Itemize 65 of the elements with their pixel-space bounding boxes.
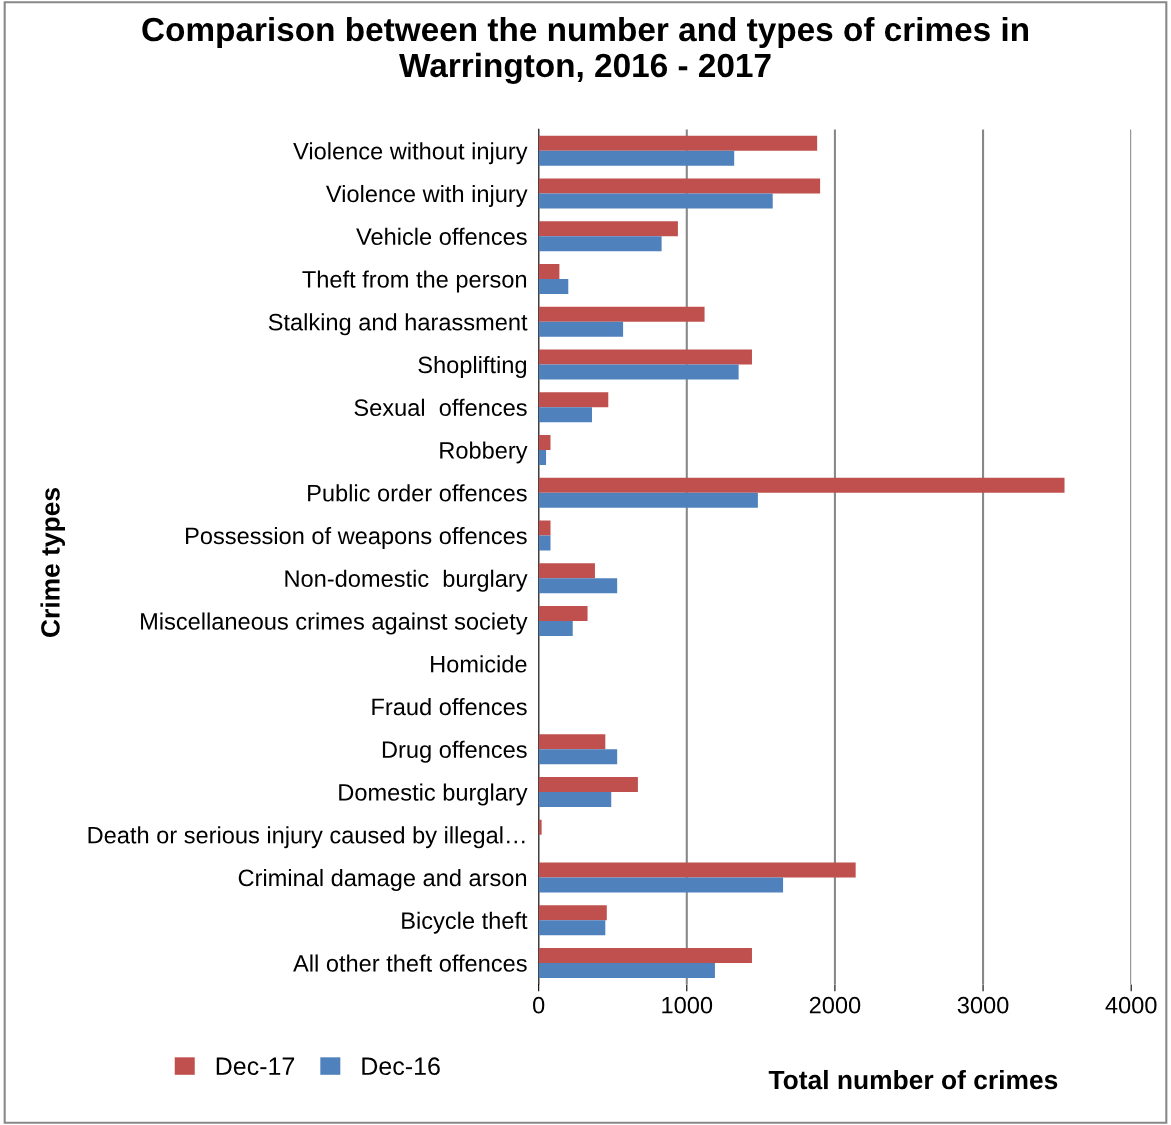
y-tick-label: Death or serious injury caused by illegal… bbox=[88, 826, 525, 849]
bar bbox=[538, 905, 607, 921]
legend-label: Dec-16 bbox=[362, 1057, 440, 1076]
bar bbox=[538, 492, 758, 508]
x-tick-label: 4000 bbox=[1105, 996, 1157, 1014]
y-tick-label: Bicycle theft bbox=[402, 911, 528, 934]
x-tick-label: 1000 bbox=[662, 996, 713, 1014]
y-tick-label: Criminal damage and arson bbox=[238, 868, 527, 891]
bar bbox=[538, 621, 573, 636]
bar bbox=[538, 321, 624, 337]
y-tick-label: Possession of weapons offences bbox=[186, 526, 527, 549]
bar bbox=[538, 606, 588, 621]
y-tick-label: Domestic burglary bbox=[339, 783, 528, 806]
y-tick-label: Miscellaneous crimes against society bbox=[141, 612, 528, 635]
bar bbox=[538, 236, 662, 252]
x-axis-title: Total number of crimes bbox=[768, 1069, 1058, 1090]
bar bbox=[538, 435, 551, 450]
bar bbox=[538, 920, 606, 936]
y-axis-title: Crime types bbox=[40, 488, 65, 637]
bar bbox=[538, 792, 612, 807]
bar bbox=[538, 563, 595, 579]
bar bbox=[538, 264, 560, 279]
legend-label: Dec-17 bbox=[216, 1057, 295, 1076]
bar bbox=[538, 734, 606, 750]
y-tick-label: Theft from the person bbox=[302, 270, 527, 293]
y-tick-label: Fraud offences bbox=[372, 697, 527, 716]
bar bbox=[538, 135, 818, 151]
bar bbox=[538, 535, 551, 551]
y-tick-label: Vehicle offences bbox=[356, 227, 527, 246]
y-tick-label: Robbery bbox=[440, 441, 528, 464]
x-tick-label: 0 bbox=[533, 996, 545, 1014]
bar bbox=[538, 963, 715, 978]
bar bbox=[538, 749, 618, 765]
bar bbox=[538, 862, 856, 878]
y-tick-label: Sexual offences bbox=[354, 398, 527, 417]
bar bbox=[538, 392, 609, 408]
chart-title: Comparison between the number and types of crimes in Warrington, 2016 - 2017 bbox=[142, 16, 1028, 84]
bar bbox=[538, 877, 784, 893]
x-tick-label: 2000 bbox=[809, 996, 861, 1014]
y-tick-label: Violence with injury bbox=[325, 184, 528, 207]
bar bbox=[538, 221, 678, 237]
y-tick-label: Stalking and harassment bbox=[268, 313, 528, 336]
y-tick-label: Violence without injury bbox=[293, 142, 528, 165]
bar bbox=[538, 948, 752, 963]
bar bbox=[538, 520, 551, 536]
bar bbox=[538, 349, 752, 365]
y-tick-label: All other theft offences bbox=[293, 954, 527, 972]
y-tick-label: Shoplifting bbox=[418, 355, 527, 378]
bar bbox=[538, 777, 638, 792]
y-tick-label: Public order offences bbox=[308, 484, 527, 502]
bar bbox=[538, 450, 547, 465]
x-tick-label: 3000 bbox=[957, 996, 1009, 1014]
bar bbox=[538, 178, 821, 194]
bar bbox=[538, 279, 569, 294]
bar bbox=[538, 306, 705, 322]
bar bbox=[538, 193, 773, 209]
bar bbox=[538, 407, 592, 423]
bar bbox=[538, 477, 1065, 493]
y-tick-label: Non-domestic burglary bbox=[285, 569, 528, 592]
bar bbox=[538, 364, 739, 380]
bar bbox=[538, 150, 735, 166]
y-tick-label: Drug offences bbox=[382, 740, 527, 763]
bar bbox=[538, 819, 542, 835]
y-tick-label: Homicide bbox=[431, 655, 527, 673]
bar bbox=[538, 578, 618, 594]
